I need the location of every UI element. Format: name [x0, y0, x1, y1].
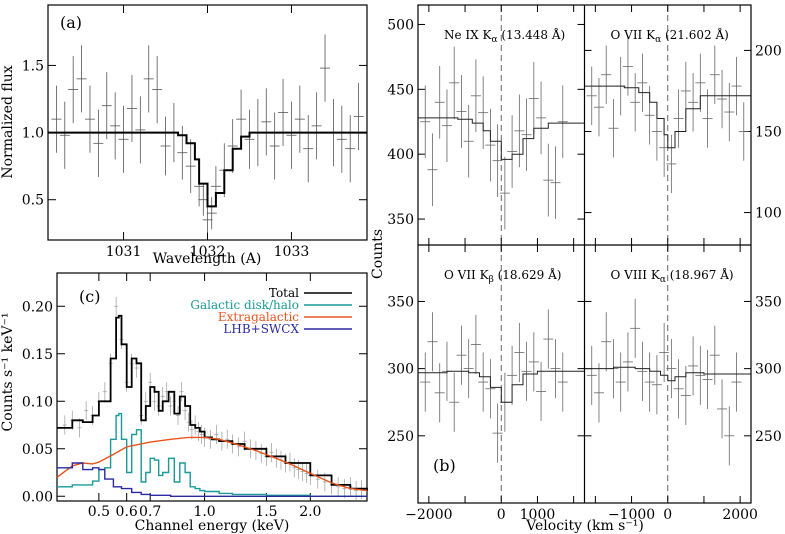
panel-b-xtick-label: 0 [497, 507, 506, 523]
panel-b: 350 400 450 500 Ne IX Kα (13.448 Å) 100 150 200… [370, 4, 782, 534]
panel-c-xtick-label: 0.6 [116, 504, 138, 520]
panel-b-sub4: 250 300 350 O VIII Kα (18.967 Å) [584, 245, 782, 503]
panel-a-xtick-label: 1033 [274, 244, 310, 260]
panel-b-plot-area: 350 400 450 500 Ne IX Kα (13.448 Å) 100 150 200… [387, 5, 782, 523]
panel-b-sub3-ytick-label: 350 [387, 294, 414, 310]
panel-b-xtick-label: 0 [663, 507, 672, 523]
panel-b-label: (b) [433, 456, 456, 475]
panel-b-sub3: 250 300 350 O VII Kβ (18.629 Å) [387, 245, 585, 503]
panel-c-legend-label: Total [269, 286, 299, 300]
panel-b-xtick-label: −1000 [608, 507, 655, 523]
panel-c-ytick-label: 0.15 [22, 347, 53, 363]
panel-c-xtick-label: 1.0 [193, 504, 215, 520]
panel-b-sub3-line-label: O VII Kβ (18.629 Å) [444, 267, 561, 285]
panel-c-xlabel: Channel energy (keV) [135, 518, 290, 534]
panel-b-sub1-ytick-label: 350 [387, 212, 414, 228]
panel-c-ytick-label: 0.20 [22, 299, 53, 315]
panel-b-sub1-ytick-label: 500 [387, 17, 414, 33]
panel-c-ytick-label: 0.05 [22, 442, 53, 458]
panel-c-legend-label: Extragalactic [218, 310, 299, 324]
panel-c-legend-label: Galactic disk/halo [190, 298, 299, 312]
panel-b-xtick-label: 2000 [722, 507, 758, 523]
panel-b-sub4-ytick-label: 350 [755, 294, 782, 310]
panel-c-ylabel: Counts s⁻¹ keV⁻¹ [0, 313, 16, 432]
panel-a-label: (a) [60, 13, 82, 32]
panel-b-sub1-model-line [418, 117, 585, 160]
panel-c-legend-label: LHB+SWCX [223, 322, 299, 336]
panel-a-xtick-label: 1032 [190, 244, 226, 260]
panel-c-ytick-label: 0.10 [22, 394, 53, 410]
panel-c-ytick-label: 0.00 [22, 489, 53, 505]
panel-c-xtick-label: 1.5 [255, 504, 277, 520]
panel-b-sub3-ytick-label: 300 [387, 362, 414, 378]
panel-c-series-lhb-swcx [57, 462, 367, 497]
panel-c-series-extragalactic [56, 436, 368, 492]
panel-b-xtick-label: −2000 [405, 507, 452, 523]
panel-c-series-galactic-disk-halo [57, 412, 367, 497]
panel-a-ytick-label: 1.5 [22, 58, 44, 74]
panel-a-xtick-label: 1031 [106, 244, 142, 260]
panel-b-sub1-line-label: Ne IX Kα (13.448 Å) [444, 27, 565, 45]
panel-c-series-total [57, 314, 368, 491]
panel-a-xlabel: Wavelength (A) [153, 251, 262, 267]
panel-b-sub2-line-label: O VII Kα (21.602 Å) [611, 27, 729, 45]
panel-c-xtick-label: 2.0 [299, 504, 321, 520]
panel-b-sub2-ytick-label: 200 [755, 43, 782, 59]
panel-c-label: (c) [79, 287, 100, 306]
panel-a-model-line [48, 131, 367, 208]
panel-b-sub3-model-line [418, 368, 585, 403]
panel-b-sub2: 100 150 200 O VII Kα (21.602 Å) [584, 5, 782, 245]
panel-b-sub2-ytick-label: 100 [755, 206, 782, 222]
panel-b-sub1-ytick-label: 400 [387, 147, 414, 163]
panel-b-sub3-ytick-label: 250 [387, 429, 414, 445]
panel-b-sub4-model-line [584, 366, 752, 382]
panel-a: 1031 1032 1033 0.5 1.0 1.5 (a) Wavelength (A)… [0, 4, 368, 267]
panel-c-xtick-label: 0.5 [88, 504, 110, 520]
panel-a-ylabel: Normalized flux [0, 65, 16, 178]
panel-b-sub1: 350 400 450 500 Ne IX Kα (13.448 Å) [387, 5, 585, 245]
panel-b-sub4-ytick-label: 250 [755, 429, 782, 445]
panel-b-ylabel: Counts [370, 229, 386, 279]
panel-a-ytick-label: 1.0 [22, 126, 44, 142]
panel-b-xlabel: Velocity (km s⁻¹) [525, 518, 644, 534]
panel-a-plot-area: 1031 1032 1033 0.5 1.0 1.5 [22, 5, 367, 260]
panel-b-sub4-line-label: O VIII Kα (18.967 Å) [611, 267, 734, 285]
panel-b-sub4-ytick-label: 300 [755, 362, 782, 378]
panel-a-ytick-label: 0.5 [22, 193, 44, 209]
panel-c-frame [56, 272, 368, 502]
panel-b-sub2-ytick-label: 150 [755, 124, 782, 140]
panel-b-xtick-label: 1000 [520, 507, 556, 523]
panel-b-sub1-ytick-label: 450 [387, 82, 414, 98]
panel-b-sub2-model-line [584, 85, 751, 149]
panel-c-xtick-label: 0.7 [139, 504, 161, 520]
panel-c-plot-area: 0.5 0.6 0.7 1.0 1.5 2.0 0.00 0.05 0.10 0.15 0.20 [22, 273, 368, 520]
panel-c: 0.5 0.6 0.7 1.0 1.5 2.0 0.00 0.05 0.10 0.15 0.20 (… [0, 272, 368, 534]
